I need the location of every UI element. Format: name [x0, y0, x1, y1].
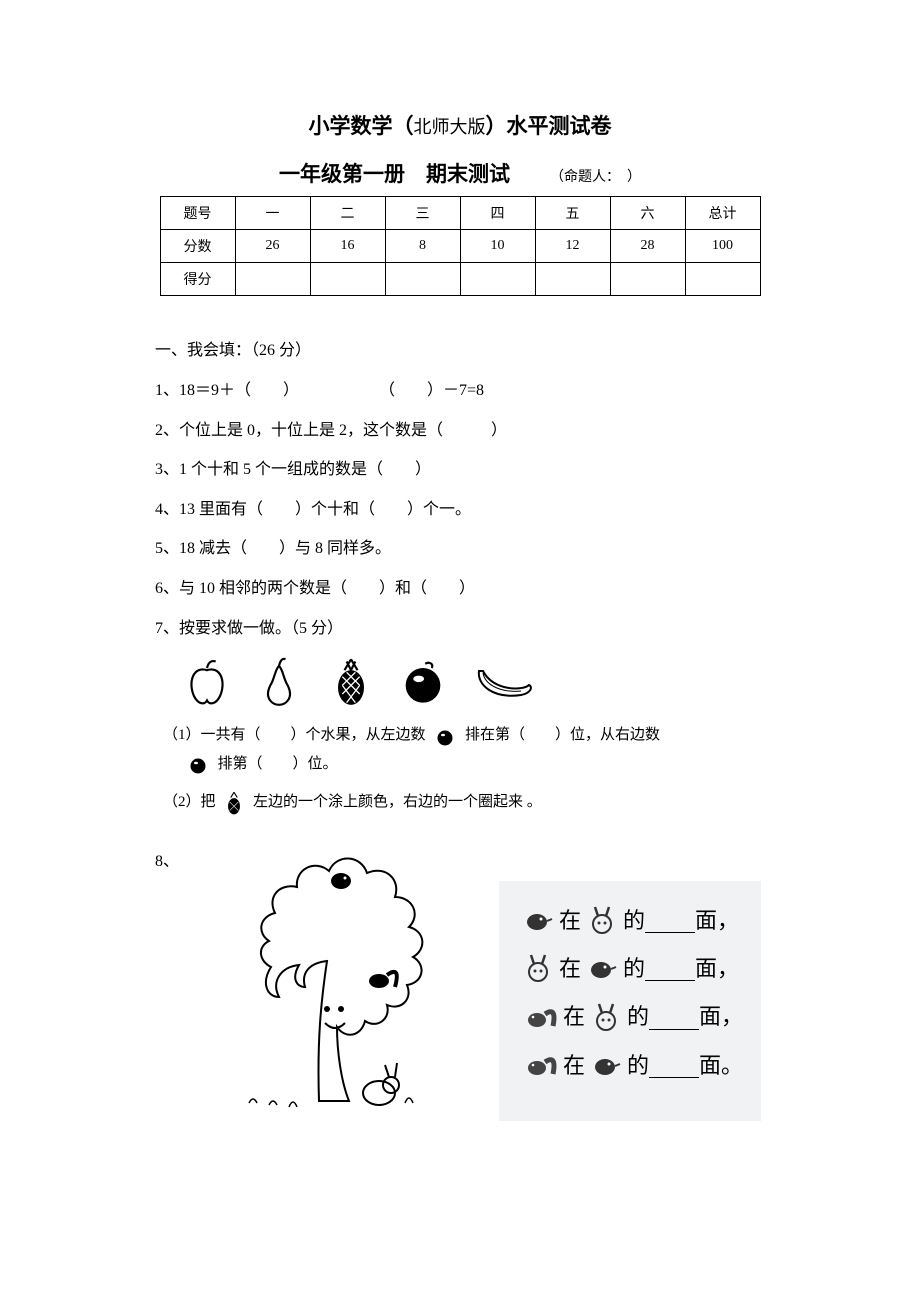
pos-text: 的	[627, 993, 649, 1041]
cell: 10	[460, 230, 535, 263]
title-suffix: ）水平测试卷	[486, 114, 612, 138]
question-7-1: （1）一共有（ ）个水果，从左边数 排在第（ ）位，从右边数 排第（ ）位。	[155, 721, 765, 778]
blank-fill	[649, 1054, 699, 1078]
apple-icon	[185, 655, 229, 707]
pos-text: 的	[623, 945, 645, 993]
table-row: 题号 一 二 三 四 五 六 总计	[160, 197, 760, 230]
rabbit-icon	[587, 906, 617, 936]
question-1: 1、18＝9＋（ ） （ ）－7=8	[155, 378, 765, 404]
bird-icon	[587, 956, 617, 982]
blank-fill	[645, 909, 695, 933]
blank-fill	[649, 1006, 699, 1030]
row-label: 得分	[160, 263, 235, 296]
cell: 28	[610, 230, 685, 263]
pos-text: 在	[559, 897, 581, 945]
cell: 16	[310, 230, 385, 263]
blank-fill	[645, 957, 695, 981]
cell	[310, 263, 385, 296]
subtitle-author: （命题人： ）	[550, 170, 641, 185]
question-7-2: （2）把 左边的一个涂上颜色，右边的一个圈起来 。	[155, 788, 765, 817]
pos-text: 的	[623, 897, 645, 945]
tree-scene-icon	[209, 841, 469, 1121]
cell	[535, 263, 610, 296]
pos-row: 在 的 面，	[517, 897, 743, 945]
title-prefix: 小学数学（	[309, 114, 414, 138]
pos-text: 在	[559, 945, 581, 993]
position-box: 在 的 面， 在 的 面， 在 的 面， 在 的 面。	[499, 881, 761, 1121]
q7-1-text-b: 排在第（ ）位，从右边数	[465, 727, 660, 743]
rabbit-icon	[523, 954, 553, 984]
pos-row: 在 的 面，	[517, 945, 743, 993]
question-6: 6、与 10 相邻的两个数是（ ）和（ ）	[155, 576, 765, 602]
cell: 100	[685, 230, 760, 263]
cell: 8	[385, 230, 460, 263]
table-row: 得分	[160, 263, 760, 296]
squirrel-icon	[523, 1052, 557, 1080]
pos-row: 在 的 面，	[517, 993, 743, 1041]
q7-2-text-a: （2）把	[163, 794, 216, 810]
title-edition: 北师大版	[414, 117, 486, 137]
bird-icon	[591, 1053, 621, 1079]
th-col: 二	[310, 197, 385, 230]
th-col: 四	[460, 197, 535, 230]
th-total: 总计	[685, 197, 760, 230]
cell	[460, 263, 535, 296]
q7-1-text-a: （1）一共有（ ）个水果，从左边数	[163, 727, 426, 743]
pos-text: 在	[563, 993, 585, 1041]
cell	[610, 263, 685, 296]
cell	[685, 263, 760, 296]
table-row: 分数 26 16 8 10 12 28 100	[160, 230, 760, 263]
cell: 12	[535, 230, 610, 263]
page-subtitle: 一年级第一册 期末测试 （命题人： ）	[155, 158, 765, 188]
fruits-row	[185, 655, 765, 707]
question-5: 5、18 减去（ ）与 8 同样多。	[155, 536, 765, 562]
pos-text: 面，	[695, 945, 739, 993]
cell: 26	[235, 230, 310, 263]
pos-text: 面，	[699, 993, 743, 1041]
th-label: 题号	[160, 197, 235, 230]
question-2: 2、个位上是 0，十位上是 2，这个数是（ ）	[155, 418, 765, 444]
pineapple-icon	[223, 790, 245, 816]
cell	[385, 263, 460, 296]
q7-2-text-b: 左边的一个涂上颜色，右边的一个圈起来 。	[253, 794, 542, 810]
question-8-label: 8、	[155, 841, 179, 1121]
question-7: 7、按要求做一做。（5 分）	[155, 616, 765, 642]
orange-icon	[401, 655, 445, 707]
pineapple-icon	[329, 655, 373, 707]
row-label: 分数	[160, 230, 235, 263]
question-8-wrap: 8、 在 的 面， 在 的 面，	[155, 841, 765, 1121]
pos-text: 面。	[699, 1042, 743, 1090]
th-col: 五	[535, 197, 610, 230]
question-3: 3、1 个十和 5 个一组成的数是（ ）	[155, 457, 765, 483]
pos-text: 面，	[695, 897, 739, 945]
rabbit-icon	[591, 1003, 621, 1033]
bird-icon	[523, 908, 553, 934]
score-table: 题号 一 二 三 四 五 六 总计 分数 26 16 8 10 12 28 10…	[160, 196, 761, 296]
th-col: 三	[385, 197, 460, 230]
pos-row: 在 的 面。	[517, 1042, 743, 1090]
pos-text: 的	[627, 1042, 649, 1090]
squirrel-icon	[523, 1004, 557, 1032]
pos-text: 在	[563, 1042, 585, 1090]
section-1-header: 一、我会填：（26 分）	[155, 336, 765, 360]
pear-icon	[257, 655, 301, 707]
th-col: 六	[610, 197, 685, 230]
banana-icon	[473, 655, 537, 707]
question-4: 4、13 里面有（ ）个十和（ ）个一。	[155, 497, 765, 523]
subtitle-left: 一年级第一册 期末测试	[279, 162, 510, 186]
orange-icon	[433, 724, 457, 748]
cell	[235, 263, 310, 296]
th-col: 一	[235, 197, 310, 230]
q7-1-text-c: 排第（ ）位。	[218, 756, 338, 772]
page-title: 小学数学（北师大版）水平测试卷	[155, 110, 765, 140]
orange-icon	[186, 752, 210, 776]
